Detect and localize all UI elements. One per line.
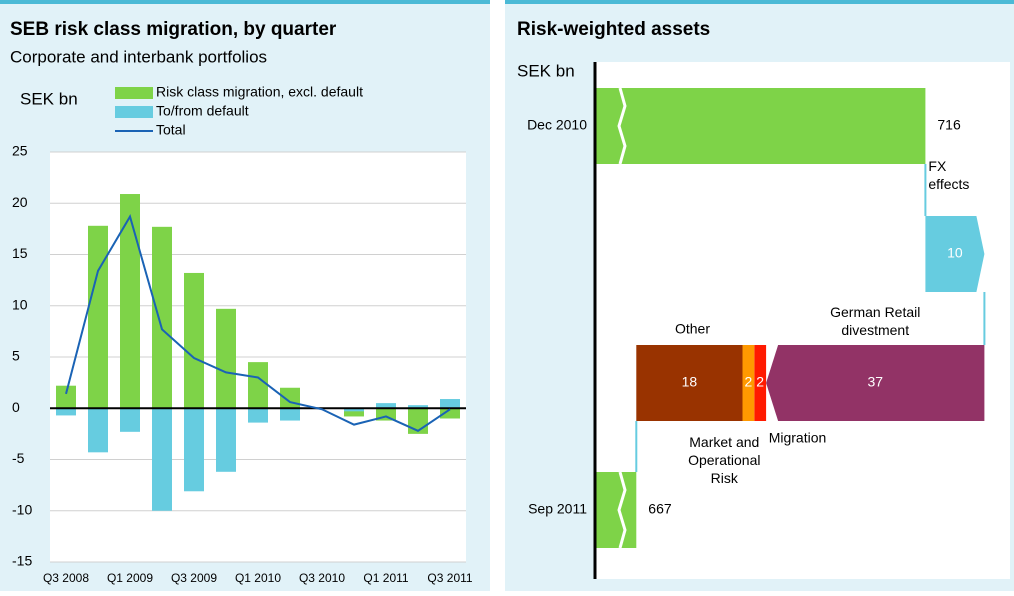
category-label: Sep 2011 <box>528 501 587 517</box>
axis-break <box>617 471 627 549</box>
bar <box>88 225 108 409</box>
right-title: Risk-weighted assets <box>517 19 710 40</box>
x-tick-label: Q1 2009 <box>107 571 153 585</box>
y-tick-label: 0 <box>12 399 20 415</box>
x-tick-label: Q3 2010 <box>299 571 345 585</box>
bar <box>925 216 985 292</box>
y-tick-label: 15 <box>12 245 28 261</box>
legend-swatch <box>115 87 153 99</box>
bar <box>280 408 300 421</box>
bar <box>152 408 172 511</box>
bar <box>766 345 985 421</box>
bar <box>248 408 268 423</box>
bar <box>754 345 767 421</box>
bar <box>184 272 204 409</box>
legend-label: To/from default <box>156 103 249 119</box>
value-label: 10 <box>947 245 963 261</box>
y-tick-label: -10 <box>12 501 32 517</box>
value-label: 667 <box>648 501 672 517</box>
x-tick-label: Q3 2008 <box>43 571 89 585</box>
y-tick-label: 5 <box>12 348 20 364</box>
x-tick-label: Q1 2010 <box>235 571 281 585</box>
y-tick-label: 10 <box>12 296 28 312</box>
value-label: 2 <box>756 374 764 390</box>
bar <box>120 408 140 432</box>
bar <box>376 403 396 409</box>
y-tick-label: 20 <box>12 194 28 210</box>
y-tick-label: 25 <box>12 143 28 159</box>
left-title: SEB risk class migration, by quarter <box>10 19 337 40</box>
legend-label: Risk class migration, excl. default <box>156 84 363 100</box>
x-tick-label: Q1 2011 <box>363 571 408 585</box>
axis-break <box>617 87 627 165</box>
category-label: FX effects <box>928 158 969 192</box>
category-label: Other <box>675 321 710 337</box>
value-label: 18 <box>682 374 698 390</box>
x-tick-label: Q3 2011 <box>427 571 472 585</box>
bar <box>216 308 236 409</box>
category-label: Dec 2010 <box>527 117 587 133</box>
bar <box>344 408 364 412</box>
bar <box>56 385 76 409</box>
category-label: German Retail divestment <box>830 304 920 338</box>
value-label: 2 <box>745 374 753 390</box>
bar <box>280 387 300 409</box>
right-unit: SEK bn <box>517 61 575 80</box>
bar <box>216 408 236 472</box>
value-label: 37 <box>867 374 883 390</box>
bar <box>344 408 364 417</box>
bar <box>742 345 755 421</box>
bar <box>440 399 460 409</box>
x-tick-label: Q3 2009 <box>171 571 217 585</box>
bar <box>56 408 76 416</box>
bar <box>88 408 108 453</box>
bar <box>440 408 460 419</box>
left-subtitle: Corporate and interbank portfolios <box>10 47 267 66</box>
y-tick-label: -5 <box>12 450 25 466</box>
legend-label: Total <box>156 122 186 138</box>
bar <box>408 405 428 409</box>
bar <box>595 88 926 164</box>
left-unit: SEK bn <box>20 89 78 108</box>
value-label: 716 <box>937 117 961 133</box>
line <box>65 214 451 432</box>
category-label: Migration <box>769 430 827 446</box>
bar <box>248 362 268 409</box>
bar <box>184 408 204 492</box>
bar <box>636 345 743 421</box>
left-top-rule <box>0 0 490 4</box>
legend-swatch <box>115 106 153 118</box>
bar <box>120 194 140 409</box>
y-tick-label: -15 <box>12 553 32 569</box>
bar <box>152 226 172 409</box>
bar <box>595 472 637 548</box>
right-top-rule <box>505 0 1014 4</box>
category-label: Market and Operational Risk <box>688 434 760 486</box>
